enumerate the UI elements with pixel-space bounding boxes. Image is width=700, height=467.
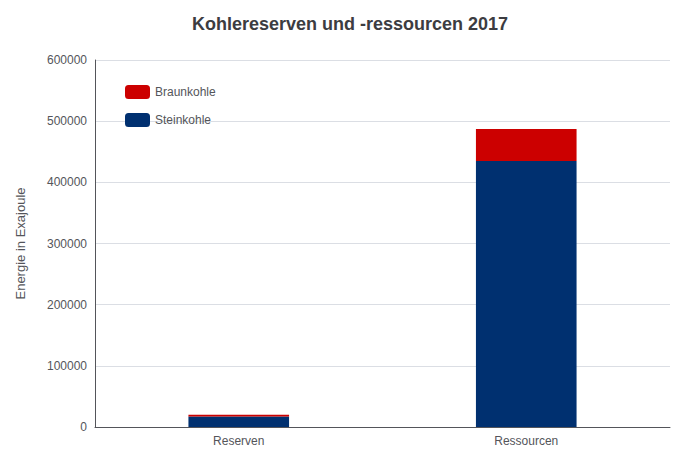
svg-text:Ressourcen: Ressourcen	[494, 434, 558, 448]
svg-text:200000: 200000	[47, 298, 87, 312]
svg-text:Steinkohle: Steinkohle	[155, 113, 211, 127]
svg-text:Energie in Exajoule: Energie in Exajoule	[13, 187, 28, 299]
svg-text:Kohlereserven und -ressourcen: Kohlereserven und -ressourcen 2017	[192, 14, 508, 34]
svg-text:0: 0	[80, 420, 87, 434]
svg-text:100000: 100000	[47, 359, 87, 373]
svg-text:Braunkohle: Braunkohle	[155, 85, 216, 99]
svg-text:600000: 600000	[47, 53, 87, 67]
svg-text:500000: 500000	[47, 114, 87, 128]
svg-text:300000: 300000	[47, 237, 87, 251]
svg-text:400000: 400000	[47, 175, 87, 189]
svg-text:Reserven: Reserven	[213, 434, 264, 448]
